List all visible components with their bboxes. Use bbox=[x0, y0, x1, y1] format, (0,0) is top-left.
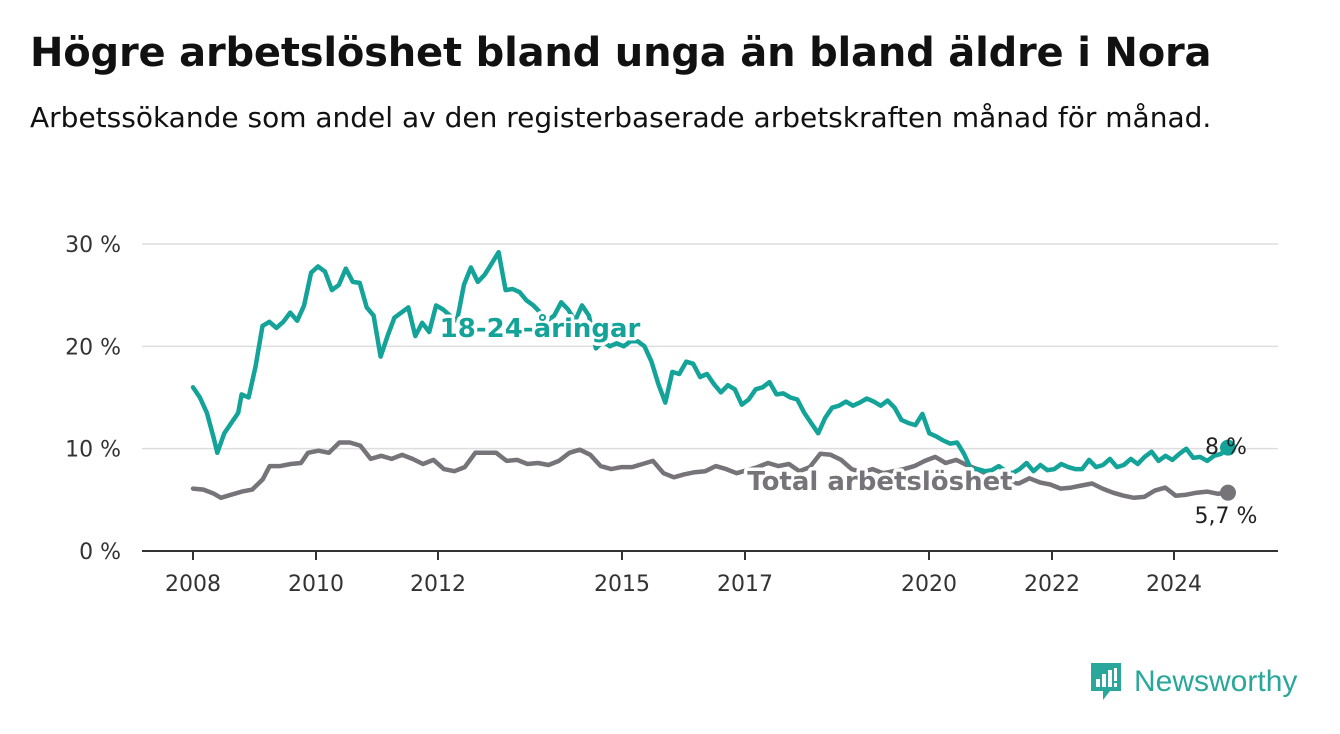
total-end-point bbox=[1220, 484, 1236, 501]
series-lines bbox=[190, 249, 1236, 501]
youth-end-point bbox=[1220, 439, 1236, 456]
x-tick-label: 2022 bbox=[1024, 572, 1080, 597]
x-tick-label: 2012 bbox=[410, 572, 466, 597]
gridlines bbox=[142, 243, 1278, 552]
y-tick-label: 0 % bbox=[79, 540, 121, 565]
x-tick-label: 2024 bbox=[1146, 572, 1202, 597]
y-tick-label: 30 % bbox=[65, 233, 121, 258]
total-series-label-halo: Total arbetslöshet bbox=[747, 467, 1012, 497]
total-series-line bbox=[190, 440, 1231, 501]
x-tick-label: 2010 bbox=[288, 572, 344, 597]
y-axis-ticks: 0 % 10 % 20 % 30 % bbox=[65, 233, 121, 565]
y-tick-label: 10 % bbox=[65, 438, 121, 463]
x-tick-label: 2020 bbox=[901, 572, 957, 597]
x-axis-ticks: 2008 2010 2012 2015 2017 2020 2022 2024 bbox=[165, 551, 1202, 597]
youth-series-label-halo: 18-24-åringar bbox=[440, 312, 641, 344]
chart-subtitle: Arbetssökande som andel av den registerb… bbox=[30, 101, 1212, 134]
youth-end-label: 8 % bbox=[1205, 435, 1247, 460]
y-tick-label: 20 % bbox=[65, 335, 121, 360]
x-tick-label: 2017 bbox=[717, 572, 773, 597]
youth-series-line bbox=[190, 249, 1231, 476]
chart-title: Högre arbetslöshet bland unga än bland ä… bbox=[30, 30, 1212, 76]
total-series-label: Total arbetslöshet bbox=[747, 467, 1012, 497]
x-tick-label: 2015 bbox=[594, 572, 650, 597]
total-end-label: 5,7 % bbox=[1195, 504, 1258, 529]
bar-chart-icon bbox=[1091, 663, 1121, 700]
youth-series-label: 18-24-åringar bbox=[440, 312, 641, 344]
x-tick-label: 2008 bbox=[165, 572, 221, 597]
brand-name: Newsworthy bbox=[1134, 665, 1298, 698]
brand-logo: Newsworthy bbox=[1088, 660, 1297, 704]
